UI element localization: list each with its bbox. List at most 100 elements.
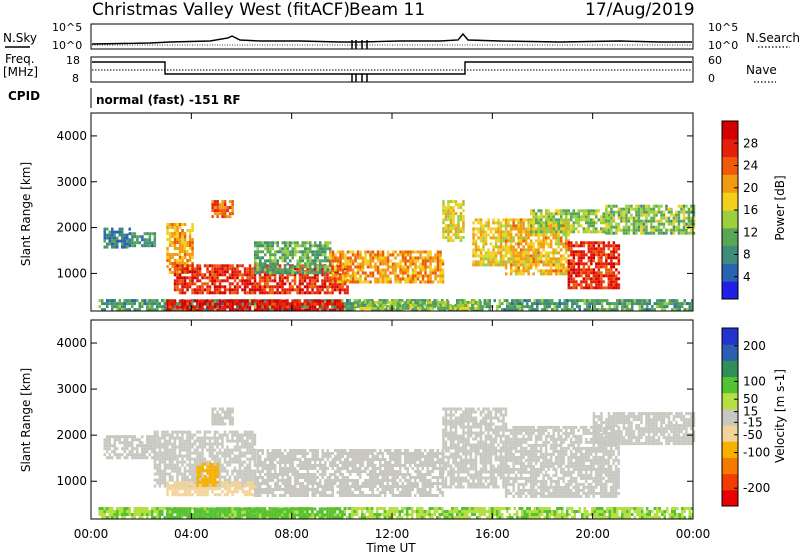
power-cell <box>389 253 392 257</box>
power-cell <box>371 256 375 260</box>
power-cell <box>570 265 573 269</box>
power-cell <box>363 305 366 309</box>
power-cell <box>479 263 483 267</box>
velocity-cell <box>296 513 299 517</box>
velocity-cell <box>621 510 624 513</box>
power-cell <box>600 286 603 290</box>
power-cell <box>512 239 515 243</box>
power-cell <box>153 244 157 248</box>
power-cell <box>605 259 608 263</box>
power-cell <box>568 299 571 303</box>
power-cell <box>191 247 194 250</box>
colorbar-swatch <box>722 121 738 140</box>
power-cell <box>191 305 194 309</box>
power-cell <box>271 262 274 266</box>
power-cell <box>289 244 292 248</box>
power-cell <box>479 227 483 231</box>
power-cell <box>151 305 154 309</box>
velocity-cell <box>228 510 232 514</box>
power-cell <box>509 242 513 246</box>
power-cell <box>508 308 511 312</box>
power-cell <box>384 300 387 304</box>
power-cell <box>168 308 172 312</box>
power-cell <box>268 305 271 309</box>
power-cell <box>223 270 227 274</box>
power-cell <box>113 299 116 303</box>
velocity-cell <box>443 516 446 519</box>
power-cell <box>419 303 422 307</box>
velocity-cell <box>248 513 252 517</box>
velocity-cell <box>463 516 466 519</box>
velocity-cell <box>103 516 106 519</box>
power-cell <box>552 269 555 273</box>
velocity-cell <box>598 516 601 519</box>
power-cell <box>452 206 455 210</box>
power-cell <box>497 218 500 222</box>
power-cell <box>564 260 568 264</box>
power-cell <box>671 299 674 303</box>
power-cell <box>537 242 540 246</box>
power-cell <box>537 269 540 273</box>
power-cell <box>499 263 503 267</box>
power-cell <box>299 265 302 269</box>
power-cell <box>319 244 322 248</box>
power-cell <box>507 260 510 264</box>
power-cell <box>602 250 606 254</box>
power-cell <box>487 257 490 261</box>
power-cell <box>186 264 189 268</box>
power-cell <box>519 260 523 264</box>
velocity-cell <box>386 516 389 519</box>
power-cell <box>562 227 565 231</box>
power-cell <box>612 283 616 287</box>
power-cell <box>273 279 277 283</box>
power-cell <box>326 285 329 289</box>
power-cell <box>646 305 649 309</box>
power-cell <box>364 274 367 278</box>
power-cell <box>343 267 347 271</box>
nave-label: Nave <box>746 63 777 77</box>
power-cell <box>286 262 289 266</box>
power-cell <box>374 256 377 260</box>
power-cell <box>635 222 638 226</box>
power-cell <box>306 247 309 251</box>
power-cell <box>499 251 503 255</box>
power-cell <box>259 265 262 269</box>
power-cell <box>585 262 588 266</box>
power-cell <box>416 256 420 260</box>
power-cell <box>522 230 525 234</box>
velocity-cell <box>206 516 209 520</box>
power-cell <box>528 305 531 309</box>
power-cell <box>529 221 533 225</box>
power-cell <box>592 209 595 213</box>
power-cell <box>620 213 623 217</box>
power-cell <box>166 229 169 232</box>
power-cell <box>535 221 538 225</box>
power-cell <box>444 227 448 231</box>
power-cell <box>570 215 573 219</box>
power-cell <box>283 302 287 306</box>
power-cell <box>499 260 503 264</box>
power-cell <box>524 266 528 270</box>
power-cell <box>133 235 137 239</box>
power-cell <box>494 227 498 231</box>
velocity-cell <box>341 516 344 519</box>
power-cell <box>356 253 360 257</box>
velocity-cell <box>331 516 334 520</box>
power-cell <box>298 308 302 312</box>
power-cell <box>143 241 147 245</box>
power-cell <box>223 305 227 309</box>
power-cell <box>672 213 676 217</box>
power-cell <box>276 299 279 303</box>
power-cell <box>462 200 465 204</box>
power-cell <box>396 262 400 266</box>
power-cell <box>186 285 189 289</box>
power-cell <box>512 221 515 225</box>
power-cell <box>191 250 194 253</box>
power-cell <box>441 306 445 310</box>
power-cell <box>431 305 434 309</box>
power-cell <box>394 300 397 304</box>
power-cell <box>221 279 224 283</box>
power-cell <box>559 260 563 264</box>
power-cell <box>218 288 222 292</box>
power-cell <box>318 308 321 312</box>
